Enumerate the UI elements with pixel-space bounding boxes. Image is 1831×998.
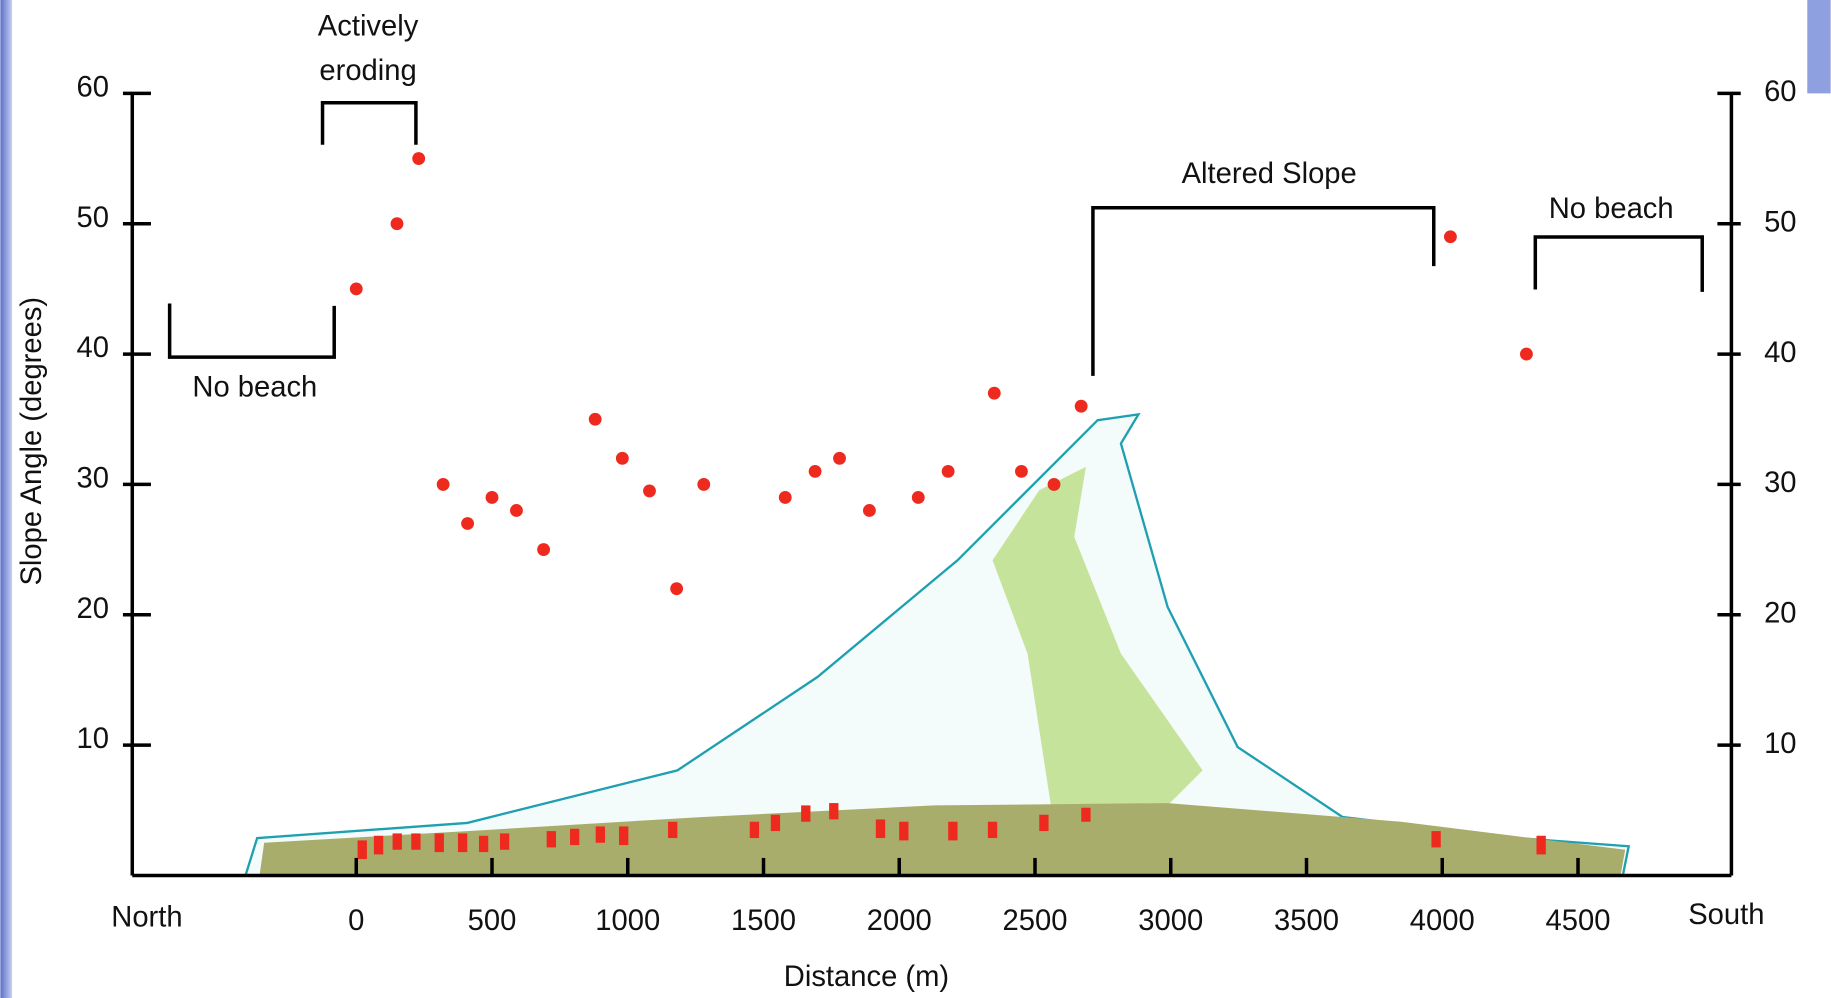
data-point [670, 582, 684, 596]
data-point [1520, 347, 1533, 361]
data-point [697, 477, 711, 491]
x-tick-label: 1500 [731, 905, 796, 937]
annotation: Actively [318, 11, 419, 43]
data-point [461, 517, 474, 530]
annotation: South [1688, 899, 1764, 931]
annotation: North [111, 901, 182, 933]
y-tick-label: 20 [76, 593, 108, 625]
data-point [808, 464, 822, 478]
y2-tick-label: 60 [1764, 76, 1796, 108]
data-point [911, 491, 925, 504]
data-point [643, 484, 656, 498]
x-tick-label: 3500 [1274, 905, 1339, 937]
data-point [1074, 399, 1088, 413]
x-tick-label: 1000 [595, 905, 660, 937]
data-point [987, 386, 1001, 400]
data-point [615, 451, 629, 465]
data-point [349, 282, 363, 296]
data-point [778, 491, 792, 504]
data-point [510, 504, 523, 517]
annotation: No beach [1549, 193, 1674, 225]
y-tick-label: 30 [76, 462, 108, 494]
data-point [862, 504, 876, 517]
data-point [485, 491, 499, 504]
map-outline [243, 412, 1631, 877]
x-tick-label: 4000 [1410, 905, 1475, 937]
data-point [1015, 464, 1028, 478]
map-vegetation [992, 466, 1203, 806]
slide-edge [0, 0, 13, 998]
y-tick-label: 60 [76, 71, 108, 103]
x-tick-label: 0 [348, 905, 364, 937]
data-point [1443, 230, 1457, 244]
annotation: eroding [319, 55, 416, 87]
data-point [941, 464, 955, 478]
x-tick-label: 500 [468, 905, 517, 937]
y-axis-label: Slope Angle (degrees) [16, 297, 48, 586]
data-point [412, 152, 426, 165]
y-tick-label: 50 [76, 202, 108, 234]
map [243, 412, 1631, 877]
x-tick-label: 2500 [1003, 905, 1068, 937]
y2-tick-label: 30 [1764, 467, 1796, 499]
y2-tick-label: 40 [1764, 337, 1796, 369]
y-tick-label: 10 [76, 723, 108, 755]
data-point [436, 477, 450, 491]
profile-markers [357, 803, 1546, 860]
annotation: No beach [192, 371, 317, 403]
brackets [167, 100, 1704, 376]
y-tick-label: 40 [76, 332, 108, 364]
x-tick-label: 2000 [867, 905, 932, 937]
y2-tick-label: 20 [1764, 597, 1796, 629]
data-point [390, 217, 404, 231]
map-terrain [259, 803, 1626, 876]
x-tick-label: 4500 [1546, 905, 1611, 937]
data-point [833, 451, 846, 465]
x-axis-label: Distance (m) [784, 961, 949, 993]
y2-tick-label: 50 [1764, 206, 1796, 238]
data-point [537, 543, 551, 557]
data-point [1047, 477, 1061, 491]
x-tick-label: 3000 [1138, 905, 1203, 937]
slide-corner [1807, 0, 1831, 94]
annotation: Altered Slope [1182, 158, 1357, 190]
data-point [588, 412, 602, 426]
y2-tick-label: 10 [1764, 728, 1796, 760]
